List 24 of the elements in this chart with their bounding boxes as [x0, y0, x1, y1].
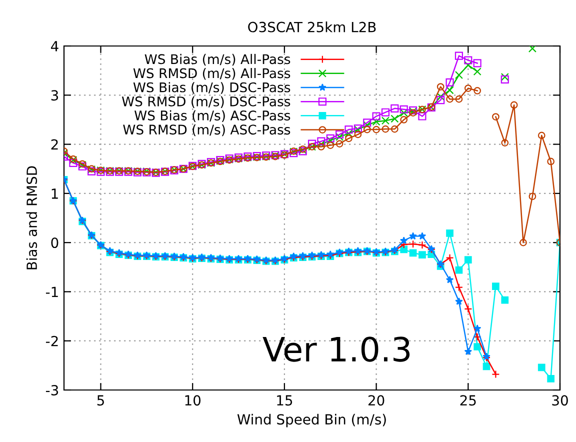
y-tick-label: 4: [50, 41, 58, 52]
y-tick-label: 3: [51, 90, 58, 101]
y-tick-label: 1: [52, 188, 58, 199]
x-axis-title: Wind Speed Bin (m/s): [237, 414, 386, 428]
legend-label: WS Bias (m/s) ASC-Pass: [134, 110, 290, 122]
y-tick-label: 0: [51, 238, 58, 248]
legend-label: WS RMSD (m/s) All-Pass: [133, 68, 290, 80]
y-tick-label: -2: [46, 336, 58, 346]
x-tick-label: 5: [97, 395, 104, 406]
annotation: Ver 1.0.3: [262, 336, 410, 362]
y-tick-label: -1: [46, 286, 58, 297]
legend-label: WS RMSD (m/s) DSC-Pass: [122, 96, 290, 108]
x-tick-label: 30: [552, 395, 568, 406]
y-tick-label: -3: [46, 384, 58, 396]
y-tick-label: 2: [51, 139, 58, 150]
legend-label: WS RMSD (m/s) ASC-Pass: [123, 124, 290, 136]
legend-label: WS Bias (m/s) All-Pass: [144, 54, 290, 66]
chart-title: O3SCAT 25km L2B: [248, 22, 376, 32]
x-tick-label: 15: [277, 395, 292, 406]
x-tick-label: 25: [460, 395, 476, 406]
x-tick-label: 10: [185, 395, 201, 406]
legend-label: WS Bias (m/s) DSC-Pass: [133, 82, 290, 94]
x-tick-label: 20: [368, 395, 384, 406]
y-axis-title: Bias and RMSD: [26, 166, 38, 270]
